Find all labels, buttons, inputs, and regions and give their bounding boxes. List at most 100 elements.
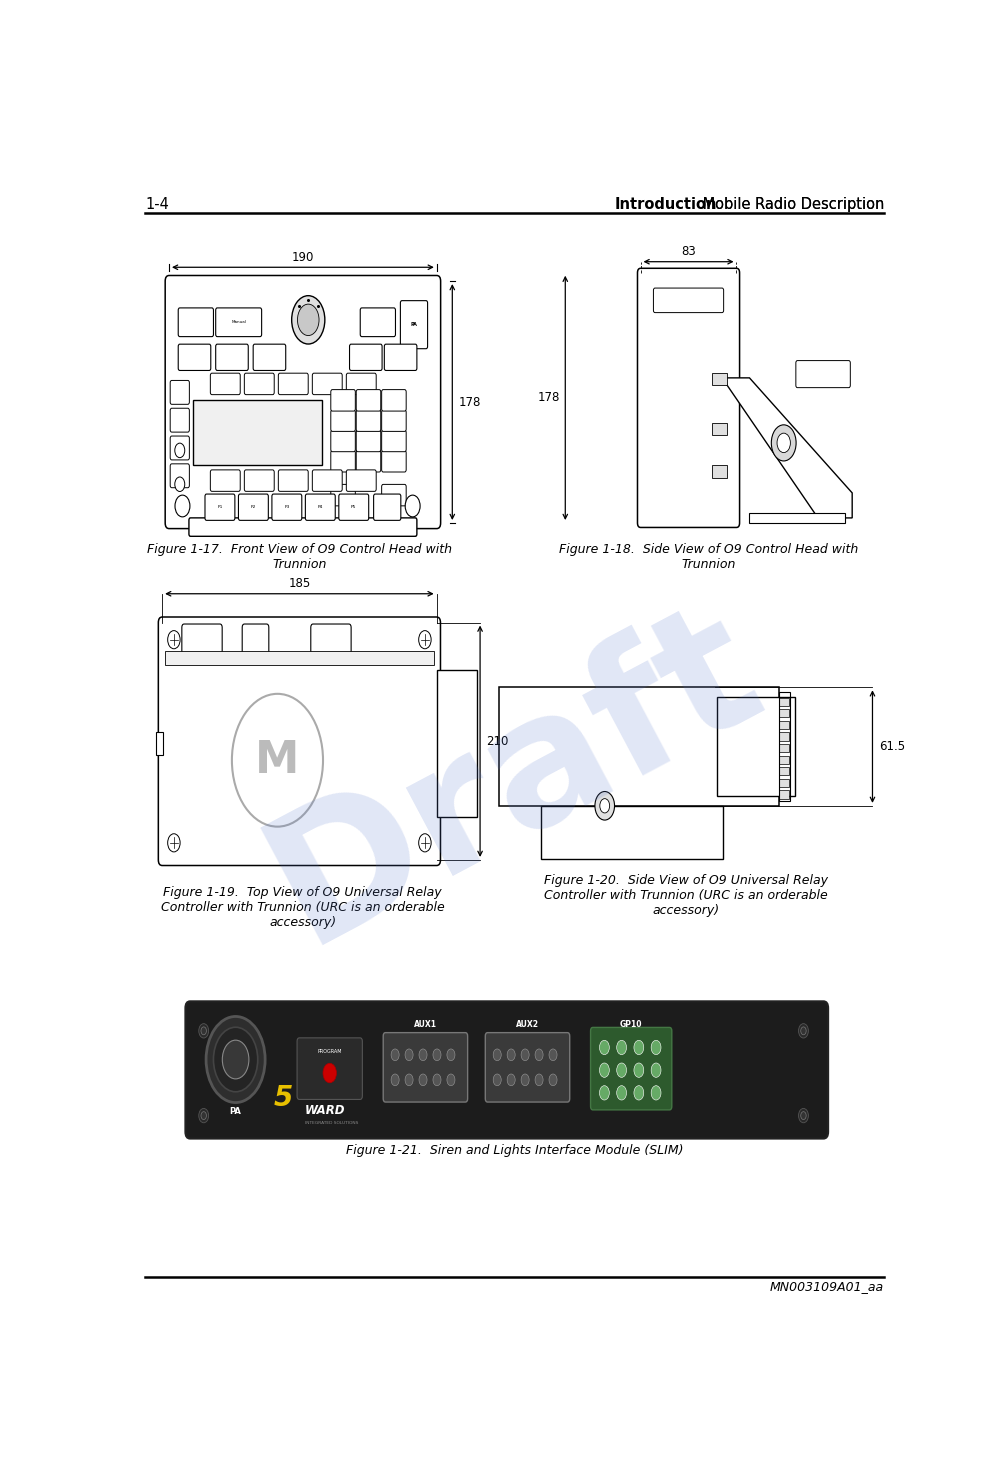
Circle shape: [599, 1040, 609, 1055]
FancyBboxPatch shape: [373, 493, 400, 520]
Bar: [778, 698, 788, 706]
Circle shape: [633, 1064, 643, 1077]
Circle shape: [206, 1016, 265, 1103]
Bar: [712, 373, 726, 386]
FancyBboxPatch shape: [278, 470, 308, 492]
Circle shape: [492, 1049, 500, 1061]
FancyBboxPatch shape: [338, 493, 368, 520]
Circle shape: [175, 443, 185, 458]
FancyBboxPatch shape: [653, 289, 723, 312]
Circle shape: [446, 1074, 454, 1086]
Text: Figure 1-18.  Side View of O9 Control Head with
Trunnion: Figure 1-18. Side View of O9 Control Hea…: [559, 544, 858, 572]
FancyBboxPatch shape: [484, 1033, 569, 1102]
FancyBboxPatch shape: [637, 268, 739, 527]
FancyBboxPatch shape: [330, 390, 355, 411]
Circle shape: [391, 1049, 399, 1061]
Text: AUX2: AUX2: [516, 1019, 539, 1028]
Circle shape: [776, 433, 789, 452]
Text: INTEGRATED SOLUTIONS: INTEGRATED SOLUTIONS: [304, 1121, 357, 1125]
Circle shape: [222, 1040, 249, 1078]
FancyBboxPatch shape: [238, 493, 268, 520]
Text: WARD: WARD: [304, 1103, 345, 1117]
FancyBboxPatch shape: [211, 470, 240, 492]
FancyBboxPatch shape: [330, 409, 355, 432]
Circle shape: [633, 1040, 643, 1055]
Circle shape: [633, 1086, 643, 1100]
Text: PA: PA: [410, 323, 417, 327]
Circle shape: [800, 1027, 805, 1034]
FancyBboxPatch shape: [356, 430, 380, 452]
Circle shape: [323, 1064, 336, 1083]
FancyBboxPatch shape: [381, 430, 406, 452]
FancyBboxPatch shape: [171, 464, 190, 488]
Text: Introduction Mobile Radio Description: Introduction Mobile Radio Description: [569, 197, 884, 212]
FancyBboxPatch shape: [272, 493, 302, 520]
Circle shape: [297, 303, 319, 336]
Text: Mobile Radio Description: Mobile Radio Description: [697, 197, 884, 212]
FancyBboxPatch shape: [400, 300, 427, 349]
FancyBboxPatch shape: [171, 408, 190, 432]
Text: P1: P1: [217, 505, 223, 510]
Text: Introduction: Introduction: [614, 197, 716, 212]
FancyBboxPatch shape: [381, 485, 406, 505]
Bar: [778, 779, 788, 787]
Text: PA: PA: [230, 1108, 242, 1117]
Circle shape: [418, 834, 430, 851]
Bar: [778, 732, 788, 741]
Circle shape: [599, 1086, 609, 1100]
FancyBboxPatch shape: [312, 373, 342, 395]
Text: 210: 210: [485, 735, 509, 748]
Bar: [541, 806, 722, 859]
Circle shape: [418, 1049, 426, 1061]
Text: 61.5: 61.5: [878, 739, 904, 753]
FancyBboxPatch shape: [242, 625, 269, 654]
FancyBboxPatch shape: [356, 390, 380, 411]
Circle shape: [595, 791, 614, 820]
Circle shape: [651, 1086, 660, 1100]
FancyBboxPatch shape: [179, 308, 214, 337]
FancyBboxPatch shape: [189, 518, 416, 536]
Circle shape: [404, 1049, 412, 1061]
Circle shape: [507, 1049, 515, 1061]
FancyBboxPatch shape: [182, 625, 222, 654]
Circle shape: [292, 296, 325, 345]
Text: 178: 178: [538, 392, 560, 405]
Circle shape: [409, 311, 426, 334]
Bar: [748, 513, 845, 523]
Text: Mobile Radio Description: Mobile Radio Description: [697, 197, 884, 212]
FancyBboxPatch shape: [211, 373, 240, 395]
FancyBboxPatch shape: [216, 345, 248, 371]
Circle shape: [492, 1074, 500, 1086]
FancyBboxPatch shape: [253, 345, 286, 371]
Bar: [778, 709, 788, 717]
Circle shape: [800, 1112, 805, 1119]
Bar: [778, 720, 788, 729]
Circle shape: [521, 1049, 529, 1061]
Circle shape: [599, 798, 609, 813]
FancyBboxPatch shape: [381, 409, 406, 432]
Circle shape: [201, 1027, 207, 1034]
Circle shape: [391, 1074, 399, 1086]
Bar: [778, 756, 788, 764]
Circle shape: [616, 1086, 626, 1100]
Bar: [193, 399, 321, 465]
Bar: [155, 732, 162, 756]
FancyBboxPatch shape: [346, 470, 376, 492]
Circle shape: [168, 834, 180, 851]
Bar: [778, 744, 788, 753]
Circle shape: [168, 630, 180, 648]
Text: 1-4: 1-4: [144, 197, 169, 212]
Circle shape: [175, 495, 190, 517]
Circle shape: [199, 1024, 209, 1038]
Text: M: M: [255, 739, 299, 782]
FancyBboxPatch shape: [165, 275, 440, 529]
Text: P2: P2: [251, 505, 256, 510]
FancyBboxPatch shape: [383, 1033, 467, 1102]
FancyBboxPatch shape: [216, 308, 262, 337]
FancyBboxPatch shape: [330, 485, 355, 505]
FancyBboxPatch shape: [297, 1038, 362, 1099]
Text: Figure 1-19.  Top View of O9 Universal Relay
Controller with Trunnion (URC is an: Figure 1-19. Top View of O9 Universal Re…: [160, 885, 444, 928]
Text: 178: 178: [458, 396, 480, 408]
Bar: [712, 423, 726, 436]
Text: Manual: Manual: [231, 320, 246, 324]
